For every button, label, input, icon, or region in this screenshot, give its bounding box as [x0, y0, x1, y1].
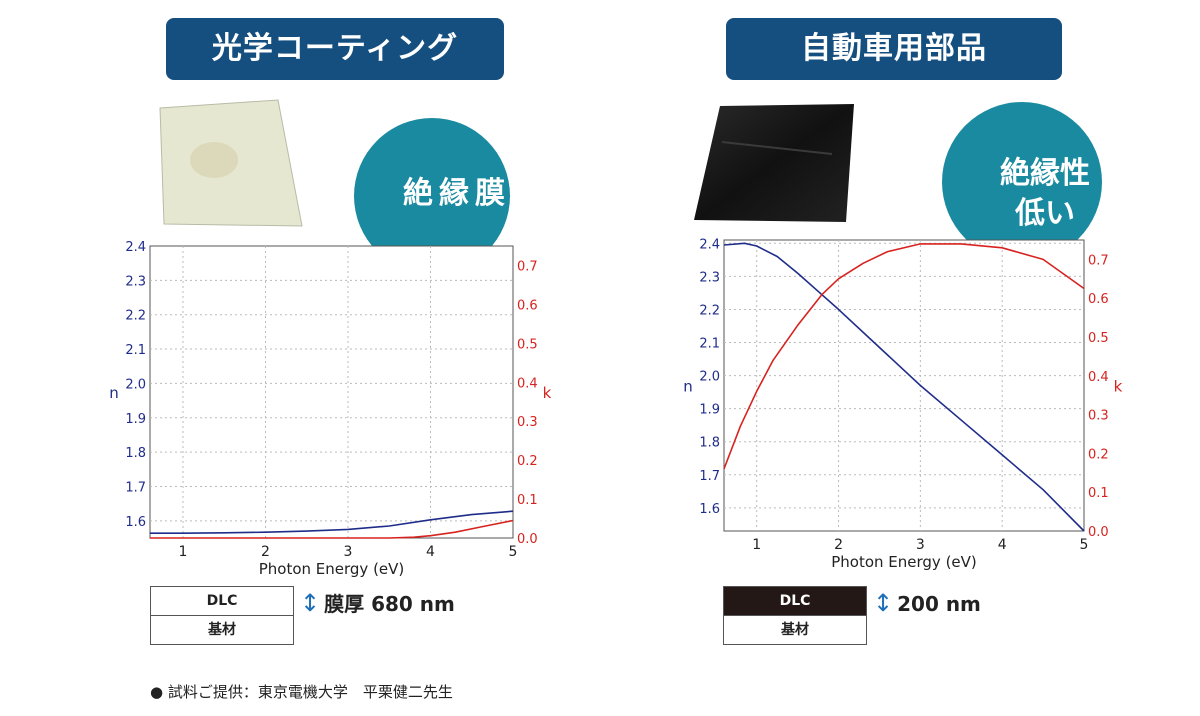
y-right-tick-label: 0.7: [1088, 253, 1109, 268]
y-tick-label: 2.2: [125, 309, 146, 324]
layer-diagram: DLC 基材: [150, 586, 294, 645]
nk-chart-right: 1 2 3 4 5 1.6 1.7 1.8 1.9 2.0 2.1 2.2 2.3 2.4 0.0 0.1 0.…: [683, 237, 1123, 571]
y-tick-label: 1.9: [125, 412, 146, 427]
left-panel: 光学コーティング 絶縁膜 1 2 3 4 5 1.6 1.7 1.8 1.9 2.0 2.1 2.2 2…: [109, 18, 552, 645]
y-tick-label: 2.0: [699, 370, 720, 385]
double-arrow-icon: ↕: [300, 589, 321, 617]
y-tick-label: 1.8: [125, 446, 146, 461]
y-tick-label: 2.0: [125, 377, 146, 392]
plot-area: [149, 245, 514, 539]
y-right-tick-label: 0.1: [1088, 486, 1109, 501]
y-axis-title: n: [109, 384, 119, 402]
y-tick-label: 1.8: [699, 436, 720, 451]
thickness-text: 膜厚 680 nm: [324, 592, 455, 616]
y-right-axis-title: k: [543, 384, 552, 402]
y-right-tick-label: 0.2: [1088, 447, 1109, 462]
thickness-text: 200 nm: [897, 592, 981, 616]
y-right-tick-label: 0.6: [517, 298, 538, 313]
y-right-tick-label: 0.0: [1088, 525, 1109, 540]
y-right-tick-label: 0.1: [517, 493, 538, 508]
x-tick-label: 4: [426, 544, 435, 560]
sample-photo-auto-part: [694, 104, 854, 222]
y-right-tick-label: 0.5: [1088, 331, 1109, 346]
dlc-layer: DLC: [151, 587, 293, 616]
series-n-line: [723, 242, 1085, 532]
title-banner: 光学コーティング: [166, 18, 504, 80]
substrate-layer: 基材: [208, 622, 236, 638]
x-tick-label: 5: [509, 544, 518, 560]
y-right-tick-label: 0.2: [517, 454, 538, 469]
series-k-line: [723, 243, 1085, 470]
y-axis-title: n: [683, 378, 693, 396]
thickness-label: ↕ 膜厚 680 nm: [300, 589, 455, 618]
y-tick-label: 2.4: [699, 237, 720, 252]
y-right-tick-label: 0.4: [1088, 370, 1109, 385]
y-right-tick-label: 0.4: [517, 376, 538, 391]
thickness-label: ↕ 200 nm: [873, 589, 981, 618]
plot-area: [723, 239, 1085, 532]
y-right-tick-label: 0.0: [517, 532, 538, 547]
y-right-tick-label: 0.7: [517, 259, 538, 274]
x-tick-label: 5: [1080, 537, 1089, 553]
x-tick-label: 4: [998, 537, 1007, 553]
sample-credit: ● 試料ご提供：東京電機大学 平栗健二先生: [150, 683, 453, 701]
y-tick-label: 1.6: [125, 515, 146, 530]
right-panel: 自動車用部品 絶縁性 低い 1 2 3 4 5 1.6 1.7 1.8 1.9 2.0 2.1 2.2…: [600, 0, 1200, 716]
x-tick-label: 1: [752, 537, 761, 553]
nk-chart-left: 1 2 3 4 5 1.6 1.7 1.8 1.9 2.0 2.1 2.2 2.3 2.4 0.0 0.1 0.…: [109, 240, 552, 578]
y-tick-label: 1.7: [699, 469, 720, 484]
substrate-layer: 基材: [781, 622, 809, 638]
y-tick-label: 1.7: [125, 480, 146, 495]
x-tick-label: 3: [344, 544, 353, 560]
bubble-line-2: 低い: [1015, 196, 1075, 231]
x-axis-title: Photon Energy (eV): [831, 553, 977, 571]
x-tick-label: 3: [916, 537, 925, 553]
y-tick-label: 2.1: [699, 337, 720, 352]
y-right-axis-title: k: [1114, 378, 1123, 396]
x-axis-title: Photon Energy (eV): [259, 560, 405, 578]
sample-photo-optical-coating: [159, 99, 303, 227]
y-right-tick-label: 0.5: [517, 337, 538, 352]
x-tick-label: 1: [179, 544, 188, 560]
y-tick-label: 2.4: [125, 240, 146, 255]
series-n-line: [150, 510, 514, 535]
layer-diagram: DLC 基材: [723, 586, 867, 645]
y-right-tick-label: 0.3: [517, 415, 538, 430]
x-tick-label: 2: [834, 537, 843, 553]
y-tick-label: 2.3: [125, 274, 146, 289]
bubble-text: 絶縁膜: [403, 176, 511, 211]
y-right-tick-label: 0.3: [1088, 409, 1109, 424]
y-tick-label: 2.2: [699, 303, 720, 318]
series-k-line: [150, 519, 514, 539]
bubble-text: 絶縁性 低い: [945, 154, 1145, 234]
x-tick-label: 2: [261, 544, 270, 560]
bubble-line-1: 絶縁性: [1000, 156, 1090, 191]
y-tick-label: 1.9: [699, 403, 720, 418]
y-tick-label: 1.6: [699, 502, 720, 517]
title-banner: 自動車用部品: [726, 18, 1062, 80]
y-tick-label: 2.3: [699, 270, 720, 285]
y-tick-label: 2.1: [125, 343, 146, 358]
double-arrow-icon: ↕: [873, 589, 894, 617]
dlc-layer: DLC: [724, 587, 866, 616]
y-right-tick-label: 0.6: [1088, 292, 1109, 307]
